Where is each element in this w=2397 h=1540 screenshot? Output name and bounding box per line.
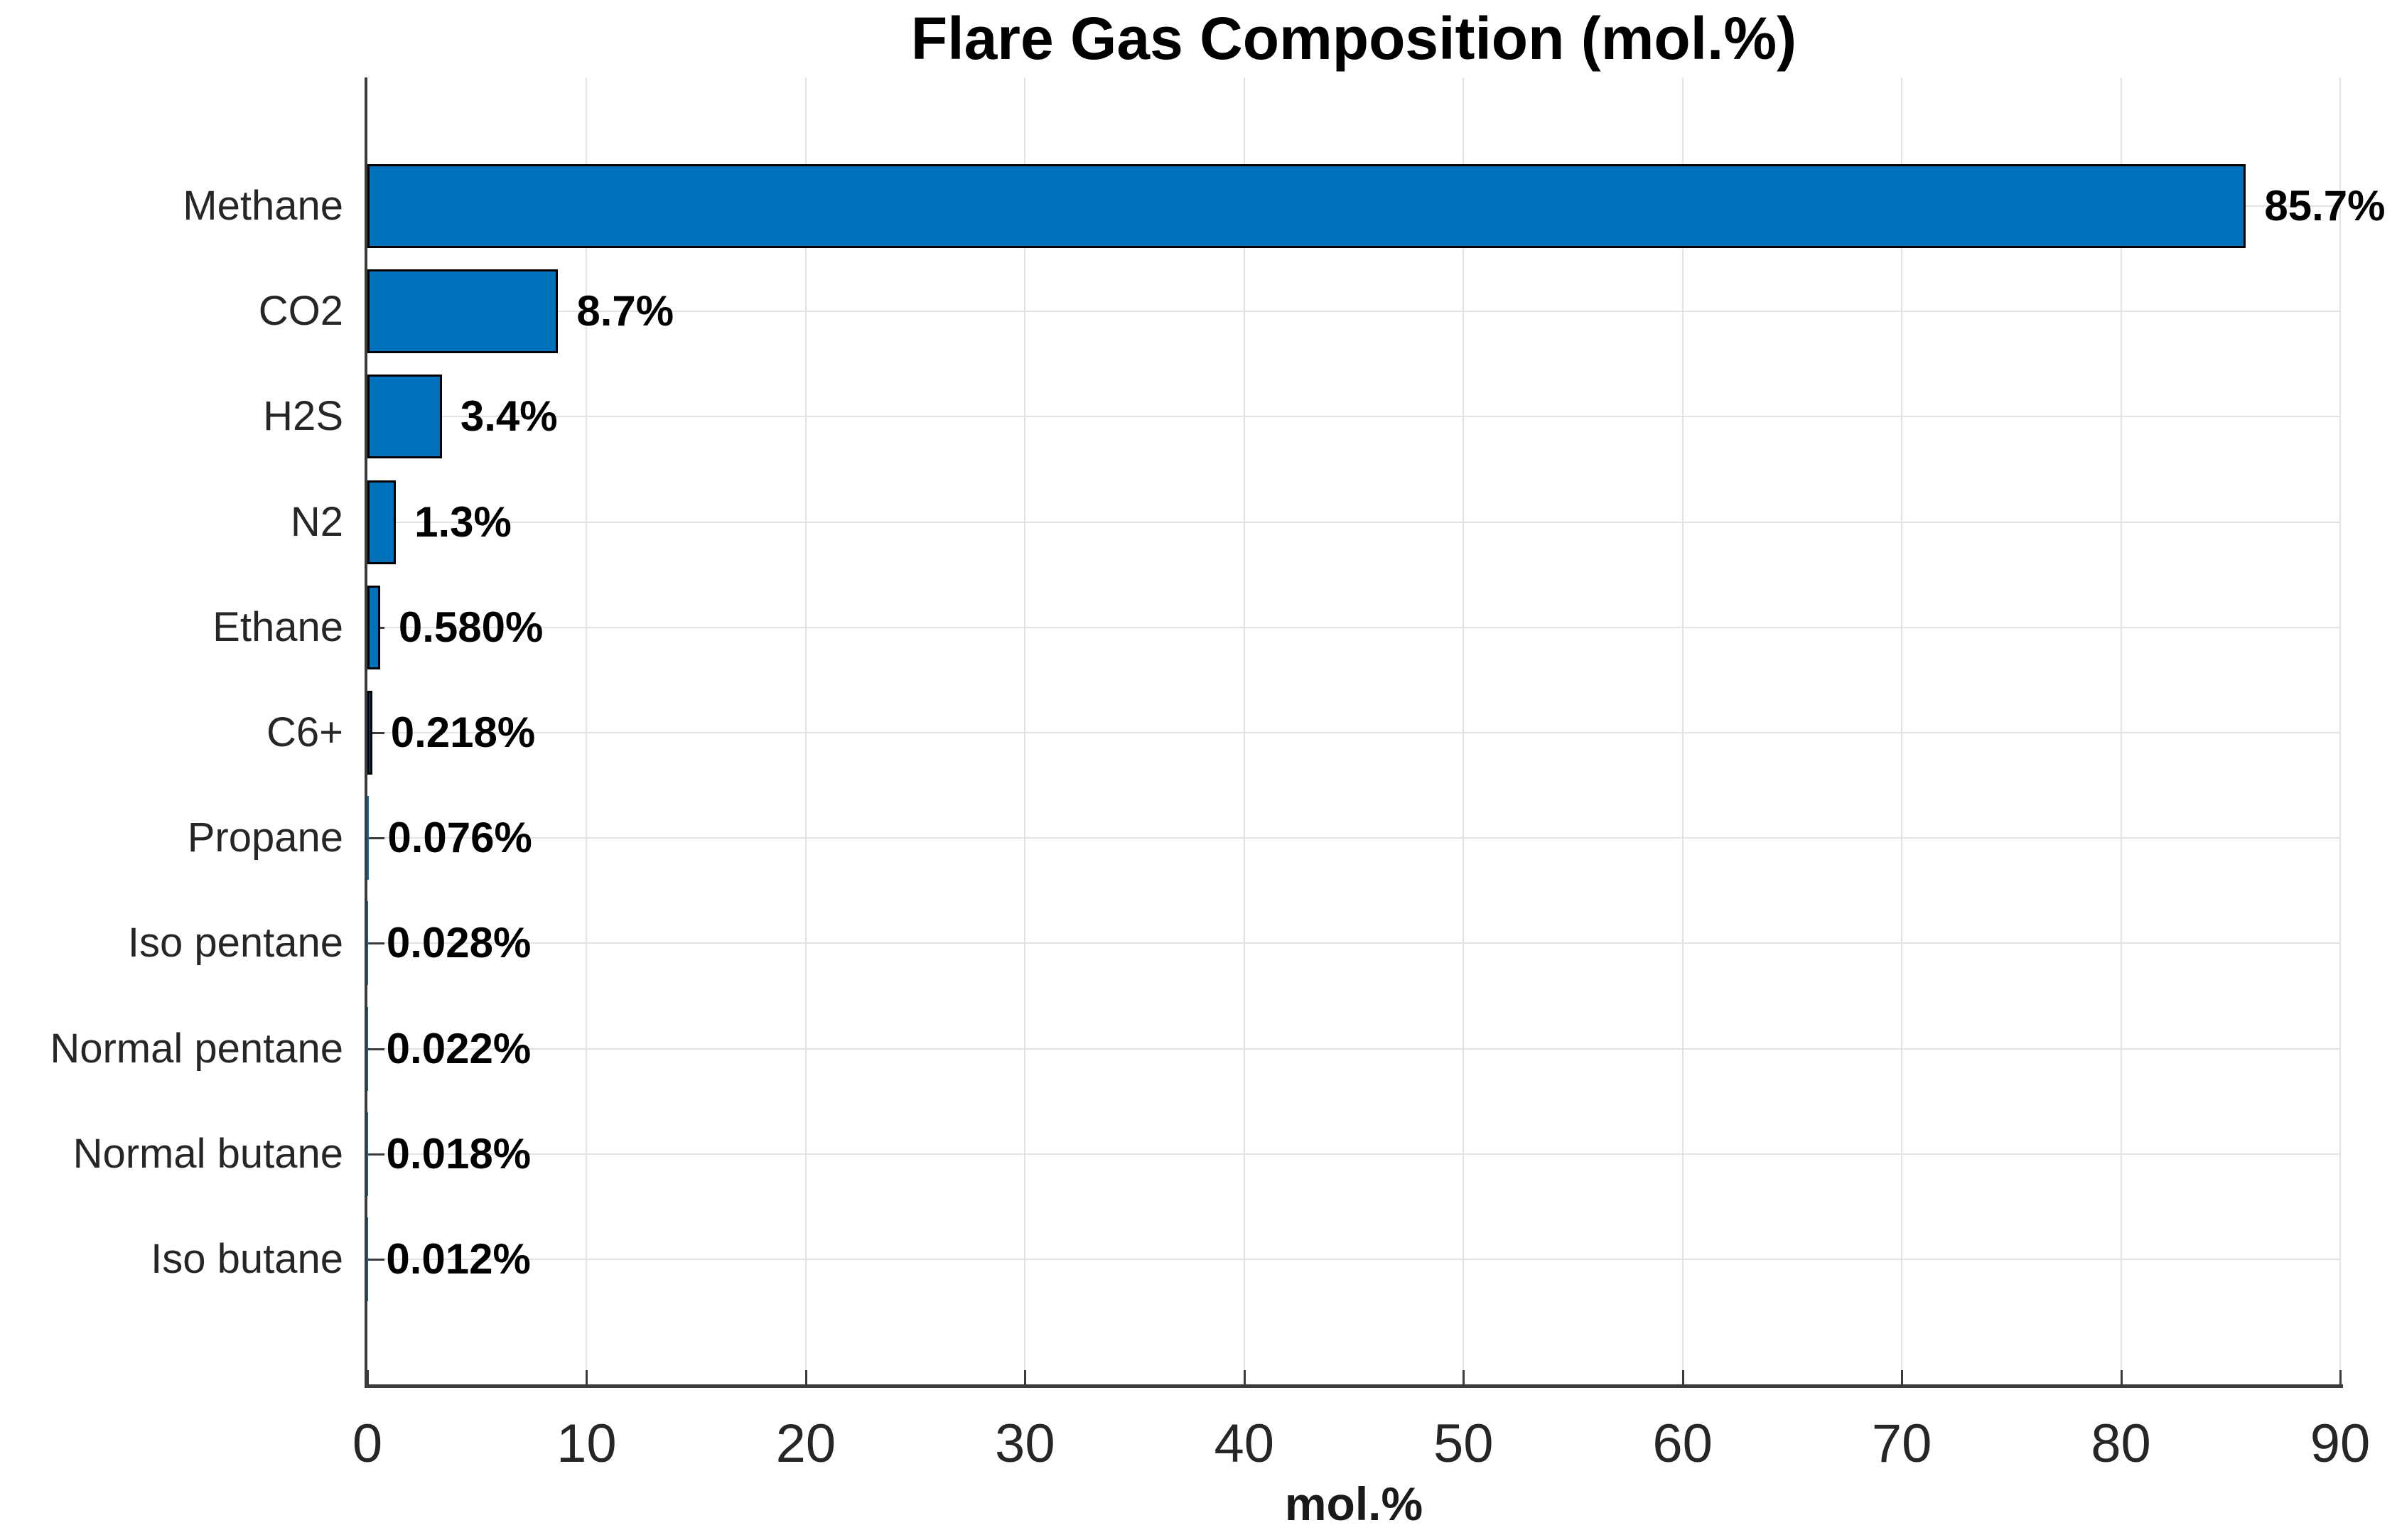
bar-normal-pentane [367,1006,368,1091]
x-tick-label: 50 [1433,1414,1494,1474]
gridline-vertical [1243,77,1245,1384]
category-label: Iso butane [151,1236,343,1282]
bar-value-label: 0.076% [387,814,532,862]
category-label: Normal butane [72,1130,343,1177]
gridline-vertical [2339,77,2341,1384]
x-tick-mark [367,1370,369,1384]
category-label: Propane [187,814,343,861]
y-tick-mark [367,1048,384,1050]
x-tick-label: 30 [995,1414,1055,1474]
bar-co2 [367,269,559,354]
y-axis-line [365,77,367,1388]
x-tick-label: 40 [1214,1414,1275,1474]
category-label: Methane [183,183,343,229]
x-tick-mark [1024,1370,1027,1384]
x-tick-mark [1463,1370,1465,1384]
bar-h2s [367,375,442,459]
gridline-vertical [1901,77,1903,1384]
x-tick-mark [1901,1370,1904,1384]
gridline-horizontal [367,1153,2340,1155]
y-tick-mark [367,732,384,734]
bar-ethane [367,585,380,669]
bar-value-label: 0.018% [386,1129,532,1178]
y-tick-mark [367,1259,384,1261]
gridline-vertical [804,77,807,1384]
bar-value-label: 1.3% [414,497,512,546]
gridline-vertical [1024,77,1026,1384]
x-tick-label: 80 [2091,1414,2151,1474]
x-tick-label: 70 [1871,1414,1932,1474]
x-tick-label: 60 [1652,1414,1713,1474]
bar-value-label: 85.7% [2264,182,2386,230]
bar-value-label: 0.028% [386,919,532,967]
x-tick-mark [2120,1370,2123,1384]
x-tick-mark [1243,1370,1246,1384]
bar-value-label: 8.7% [576,287,674,335]
gridline-horizontal [367,732,2340,733]
bar-iso-pentane [367,901,368,986]
category-label: CO2 [258,288,343,335]
gridline-horizontal [367,837,2340,839]
x-tick-label: 0 [352,1414,383,1474]
chart-title: Flare Gas Composition (mol.%) [910,5,1797,72]
bar-normal-butane [367,1111,368,1196]
bar-n2 [367,480,397,564]
gridline-vertical [586,77,588,1384]
gridline-horizontal [367,311,2340,313]
gridline-horizontal [367,1259,2340,1260]
bar-value-label: 0.580% [398,603,544,651]
category-label: C6+ [266,709,343,755]
x-tick-mark [804,1370,807,1384]
bar-value-label: 0.012% [386,1235,531,1283]
bar-value-label: 0.022% [386,1024,532,1072]
y-tick-mark [367,837,384,840]
gridline-horizontal [367,626,2340,628]
bar-propane [367,796,370,881]
x-tick-mark [1681,1370,1684,1384]
bar-value-label: 3.4% [460,392,558,441]
y-tick-mark [367,942,384,945]
bar-c6- [367,691,372,775]
gridline-vertical [1463,77,1465,1384]
bar-value-label: 0.218% [390,709,536,756]
category-label: Iso pentane [127,920,343,966]
category-label: Normal pentane [50,1025,343,1072]
bar-methane [367,164,2246,248]
x-tick-label: 10 [556,1414,617,1474]
y-tick-mark [367,1153,384,1156]
gridline-vertical [2120,77,2122,1384]
x-axis-title: mol.% [1284,1477,1423,1530]
x-tick-label: 90 [2310,1414,2371,1474]
category-label: N2 [290,498,343,545]
x-axis-line [365,1384,2343,1388]
gridline-horizontal [367,1048,2340,1050]
gridline-horizontal [367,521,2340,523]
x-tick-mark [586,1370,588,1384]
category-label: H2S [263,393,343,440]
gridline-vertical [1681,77,1684,1384]
x-tick-mark [2339,1370,2342,1384]
gridline-horizontal [367,942,2340,944]
category-label: Ethane [212,603,343,650]
x-tick-label: 20 [775,1414,836,1474]
gridline-horizontal [367,416,2340,418]
